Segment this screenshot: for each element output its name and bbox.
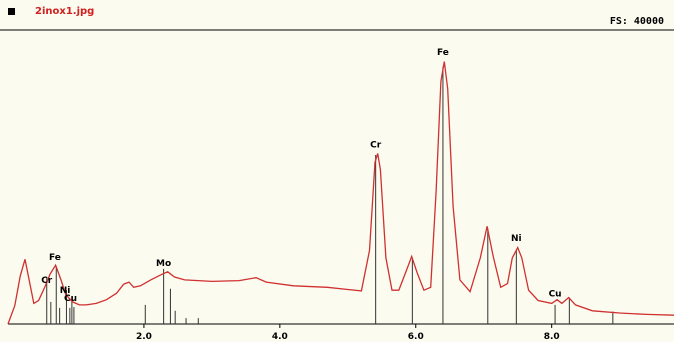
x-tick-label: 4.0 [272,332,288,342]
peak-label: Cr [41,276,53,286]
peak-label: Ni [60,286,71,296]
window-marker-icon [8,8,15,15]
full-scale-readout: FS: 40000 [609,16,664,27]
peak-label: Ni [511,234,522,244]
peak-label: Cu [549,290,562,300]
spectrum-header: 2inox1.jpg FS: 40000 [0,0,674,30]
file-name: 2inox1.jpg [35,6,95,17]
peak-label: Fe [437,48,449,58]
spectrum-line [7,61,674,325]
x-tick-label: 6.0 [408,332,424,342]
peak-label: Cu [64,294,77,304]
peak-label: Mo [156,259,171,269]
peak-label: Cr [370,141,382,151]
x-tick-label: 2.0 [136,332,152,342]
peak-label: Fe [49,253,61,263]
x-tick-label: 8.0 [544,332,560,342]
